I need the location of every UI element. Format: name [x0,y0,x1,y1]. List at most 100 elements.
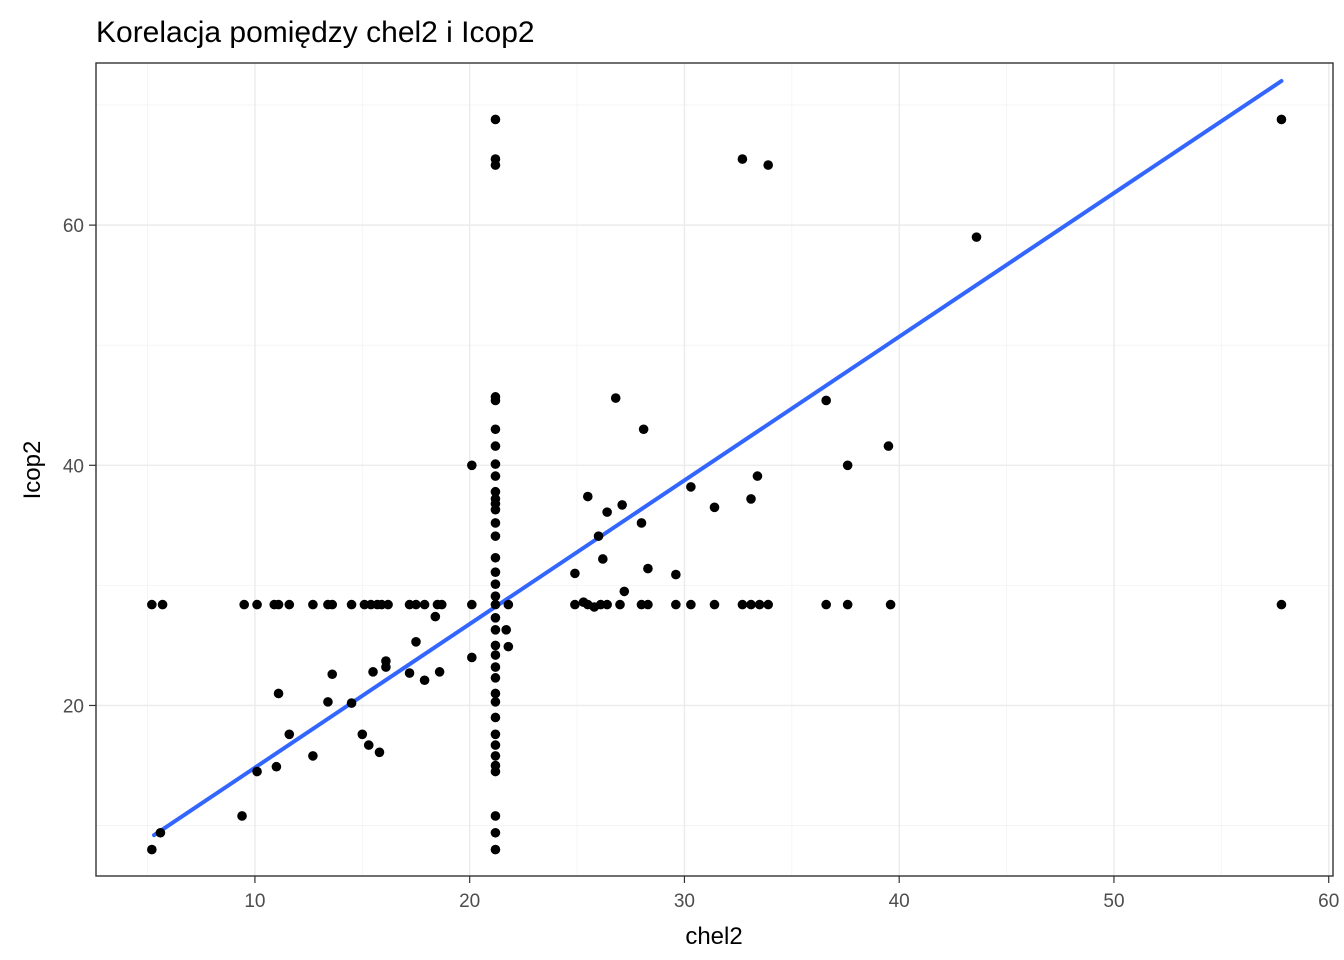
data-point [503,641,514,652]
data-point [490,579,501,589]
data-point [638,424,649,435]
data-point [404,668,415,678]
data-point [619,586,630,597]
data-point [368,667,378,677]
data-point [501,625,511,635]
data-point [490,811,501,821]
data-point [327,599,338,610]
data-point [434,667,445,677]
data-point [643,599,653,610]
data-point [346,599,357,610]
data-point [419,599,430,610]
plot-panel-border [95,62,1334,877]
data-point [763,160,773,170]
data-point [490,504,501,515]
data-point [490,471,501,481]
data-point [327,669,338,680]
y-axis-title: Icop2 [19,441,46,500]
data-point [737,599,748,610]
data-point [686,599,696,610]
data-point [383,599,393,610]
data-point [1276,599,1287,610]
data-point [737,154,748,164]
data-point [490,650,501,660]
data-point [490,552,501,563]
data-point [271,761,282,772]
regression-line [151,79,1284,838]
data-point [610,393,621,403]
data-point [490,751,501,761]
data-point [467,599,477,610]
x-axis: 10 20 30 40 50 60 [244,876,1339,912]
data-point [467,652,477,663]
x-axis-title: chel2 [685,923,742,950]
data-point [147,599,157,610]
data-point [570,599,580,610]
x-tick-label: 30 [674,891,695,912]
y-axis: 20 40 60 [63,216,96,717]
data-point [490,844,501,855]
data-point [617,500,627,510]
data-point [436,599,447,610]
data-point [746,599,756,610]
data-point [570,568,580,579]
data-point [490,625,501,635]
data-point [381,662,391,672]
data-point [237,811,247,821]
data-point [490,395,501,406]
data-point [252,599,262,610]
data-point [490,599,501,610]
data-point [490,486,501,497]
data-point [754,599,765,610]
grid-lines [96,63,1333,876]
data-point [490,114,501,125]
y-tick-label: 60 [63,216,84,237]
data-point [686,482,696,492]
data-point [374,747,385,758]
data-point [709,599,720,610]
data-point [490,531,501,541]
y-tick-label: 40 [63,456,84,477]
data-point [430,611,441,622]
data-point [273,599,284,610]
data-point [490,424,501,435]
data-point [490,740,501,750]
data-point [273,688,284,699]
data-point [490,160,501,170]
data-point [602,599,612,610]
data-point [308,599,318,610]
data-point [157,599,168,610]
data-point [602,507,612,517]
data-point [490,567,501,577]
data-point [598,554,608,564]
data-point [752,471,763,481]
data-point [323,697,333,707]
data-point [411,599,421,610]
y-tick-label: 20 [63,696,84,717]
data-point [615,599,625,610]
regression-line-layer [151,79,1284,838]
data-point [308,751,318,761]
data-point [155,827,166,838]
data-point [490,441,501,451]
data-point [252,766,262,777]
data-point [239,599,249,610]
data-point [821,599,831,610]
x-tick-label: 40 [889,891,910,912]
data-point [490,640,501,651]
data-point [490,712,501,723]
x-tick-label: 60 [1318,891,1339,912]
data-point [763,599,773,610]
data-point [593,531,604,541]
data-point [490,766,501,777]
chart-title: Korelacja pomiędzy chel2 i Icop2 [96,16,535,49]
data-point [490,688,501,699]
data-point [490,697,501,707]
data-point [490,591,501,601]
data-point [284,599,295,610]
data-point [147,844,157,855]
data-point [411,637,421,647]
data-point [842,460,853,471]
data-point [490,662,501,672]
